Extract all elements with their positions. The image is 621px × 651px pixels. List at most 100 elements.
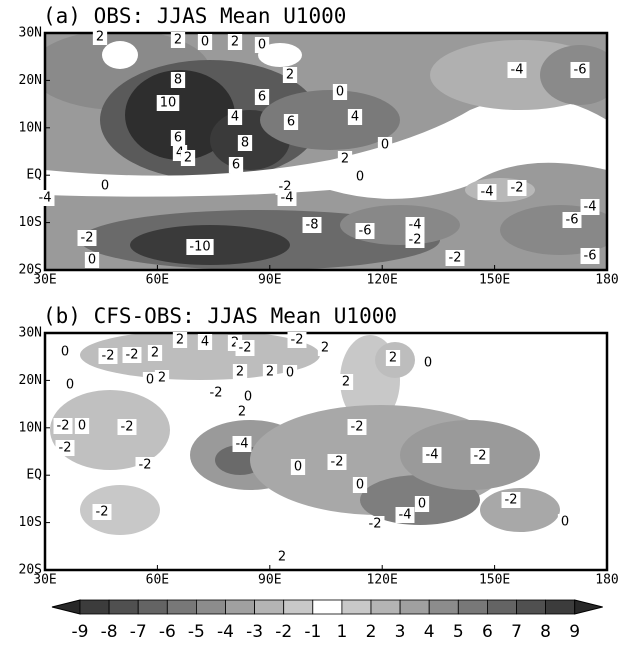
- contour-label-box: [227, 34, 243, 50]
- contour-label-box: [92, 29, 108, 45]
- y-tick-label: EQ: [26, 468, 42, 483]
- contour-label-box: [55, 440, 75, 456]
- contour-label-box: [477, 184, 497, 200]
- contour-label-box: [156, 95, 180, 111]
- contour-label-box: [74, 418, 90, 434]
- x-tick-label: 120E: [367, 273, 398, 288]
- contour-label-box: [332, 84, 348, 100]
- contour-label-box: [170, 72, 186, 88]
- contour-label-box: [232, 364, 248, 380]
- contour-label: -6: [566, 213, 579, 228]
- contour-label: 10: [160, 96, 177, 111]
- contour-label: -10: [189, 240, 210, 255]
- contour-label-box: [352, 477, 368, 493]
- y-tick-label: 20S: [19, 563, 42, 578]
- contour-label-box: [580, 248, 600, 264]
- contour-label-box: [414, 496, 430, 512]
- contour-label: 2: [176, 333, 184, 348]
- contour-label: -2: [81, 231, 94, 246]
- x-tick-label: 180: [595, 273, 618, 288]
- colorbar-label: -4: [217, 622, 234, 642]
- contour-label-box: [117, 419, 137, 435]
- colorbar-box: [457, 599, 488, 615]
- x-tick-label: 90E: [258, 273, 281, 288]
- contour-label: -2: [210, 386, 223, 401]
- contour-label: -2: [239, 341, 252, 356]
- contour-label: 0: [201, 35, 209, 50]
- contour-label: 0: [294, 460, 302, 475]
- contour-label: -6: [359, 224, 372, 239]
- contour-label-box: [580, 199, 600, 215]
- contour-label: -4: [426, 448, 439, 463]
- contour-label-box: [254, 89, 270, 105]
- contour-label-box: [92, 504, 112, 520]
- contour-label-box: [197, 334, 213, 350]
- colorbar-label: 3: [395, 622, 406, 642]
- contour-label-box: [254, 37, 270, 53]
- contour-label-box: [327, 454, 347, 470]
- shading-b: [45, 333, 607, 570]
- contour-label: 0: [78, 419, 86, 434]
- contour-label: 6: [174, 131, 182, 146]
- contour-label: 4: [351, 110, 359, 125]
- contour-label-box: [507, 180, 527, 196]
- contour-label: -6: [584, 249, 597, 264]
- contour-label: 2: [286, 68, 294, 83]
- contour-label-box: [282, 365, 298, 381]
- contour-label: -4: [584, 200, 597, 215]
- y-tick-label: EQ: [26, 168, 42, 183]
- colorbar-label: 5: [453, 622, 464, 642]
- contour-label-box: [422, 447, 442, 463]
- contour-label-box: [385, 350, 401, 366]
- colorbar-box: [166, 599, 197, 615]
- contour-label-box: [557, 514, 573, 530]
- contour-label-box: [98, 348, 118, 364]
- contour-label-box: [405, 217, 425, 233]
- colorbar-box: [195, 599, 226, 615]
- contour-label-box: [180, 150, 196, 166]
- contour-label: -2: [291, 333, 304, 348]
- contour-label: 0: [258, 38, 266, 53]
- colorbar-box: [341, 599, 372, 615]
- contour-label: 2: [238, 405, 246, 420]
- shading-a: [45, 33, 607, 270]
- colorbar-box: [516, 599, 547, 615]
- contour-label: 0: [61, 345, 69, 360]
- contour-label-box: [317, 340, 333, 356]
- contour-label: 6: [232, 158, 240, 173]
- y-tick-label: 10N: [19, 420, 42, 435]
- colorbar-box: [79, 599, 110, 615]
- contour-label-box: [97, 178, 113, 194]
- contour-label: -2: [331, 455, 344, 470]
- contour-label-box: [470, 448, 490, 464]
- colorbar-label: -2: [275, 622, 292, 642]
- contour-label-box: [227, 109, 243, 125]
- panel-title: (a) OBS: JJAS Mean U1000: [43, 4, 346, 28]
- contour-label-box: [84, 252, 100, 268]
- contour-label: -4: [281, 191, 294, 206]
- contour-label-box: [352, 169, 368, 185]
- contour-label-box: [170, 130, 186, 146]
- contour-label-box: [228, 157, 244, 173]
- contour-label: 0: [424, 356, 432, 371]
- x-tick-label: 60E: [146, 573, 169, 588]
- contour-label-box: [197, 34, 213, 50]
- x-tick-label: 150E: [479, 273, 510, 288]
- colorbar-label: -1: [304, 622, 321, 642]
- y-tick-label: 20S: [19, 263, 42, 278]
- contour-label: -2: [409, 233, 422, 248]
- contour-label: 2: [184, 151, 192, 166]
- contour-label-box: [501, 492, 521, 508]
- x-tick-label: 120E: [367, 573, 398, 588]
- contour-label-box: [237, 135, 253, 151]
- y-tick-label: 30N: [19, 26, 42, 41]
- contour-label: 0: [356, 170, 364, 185]
- colorbar-box: [254, 599, 285, 615]
- contour-label: -2: [351, 420, 364, 435]
- colorbar-label: 9: [569, 622, 580, 642]
- contour-label: 2: [342, 375, 350, 390]
- contour-label: 0: [66, 378, 74, 393]
- colorbar-label: 7: [511, 622, 522, 642]
- contour-label-box: [365, 516, 385, 532]
- y-tick-label: 30N: [19, 326, 42, 341]
